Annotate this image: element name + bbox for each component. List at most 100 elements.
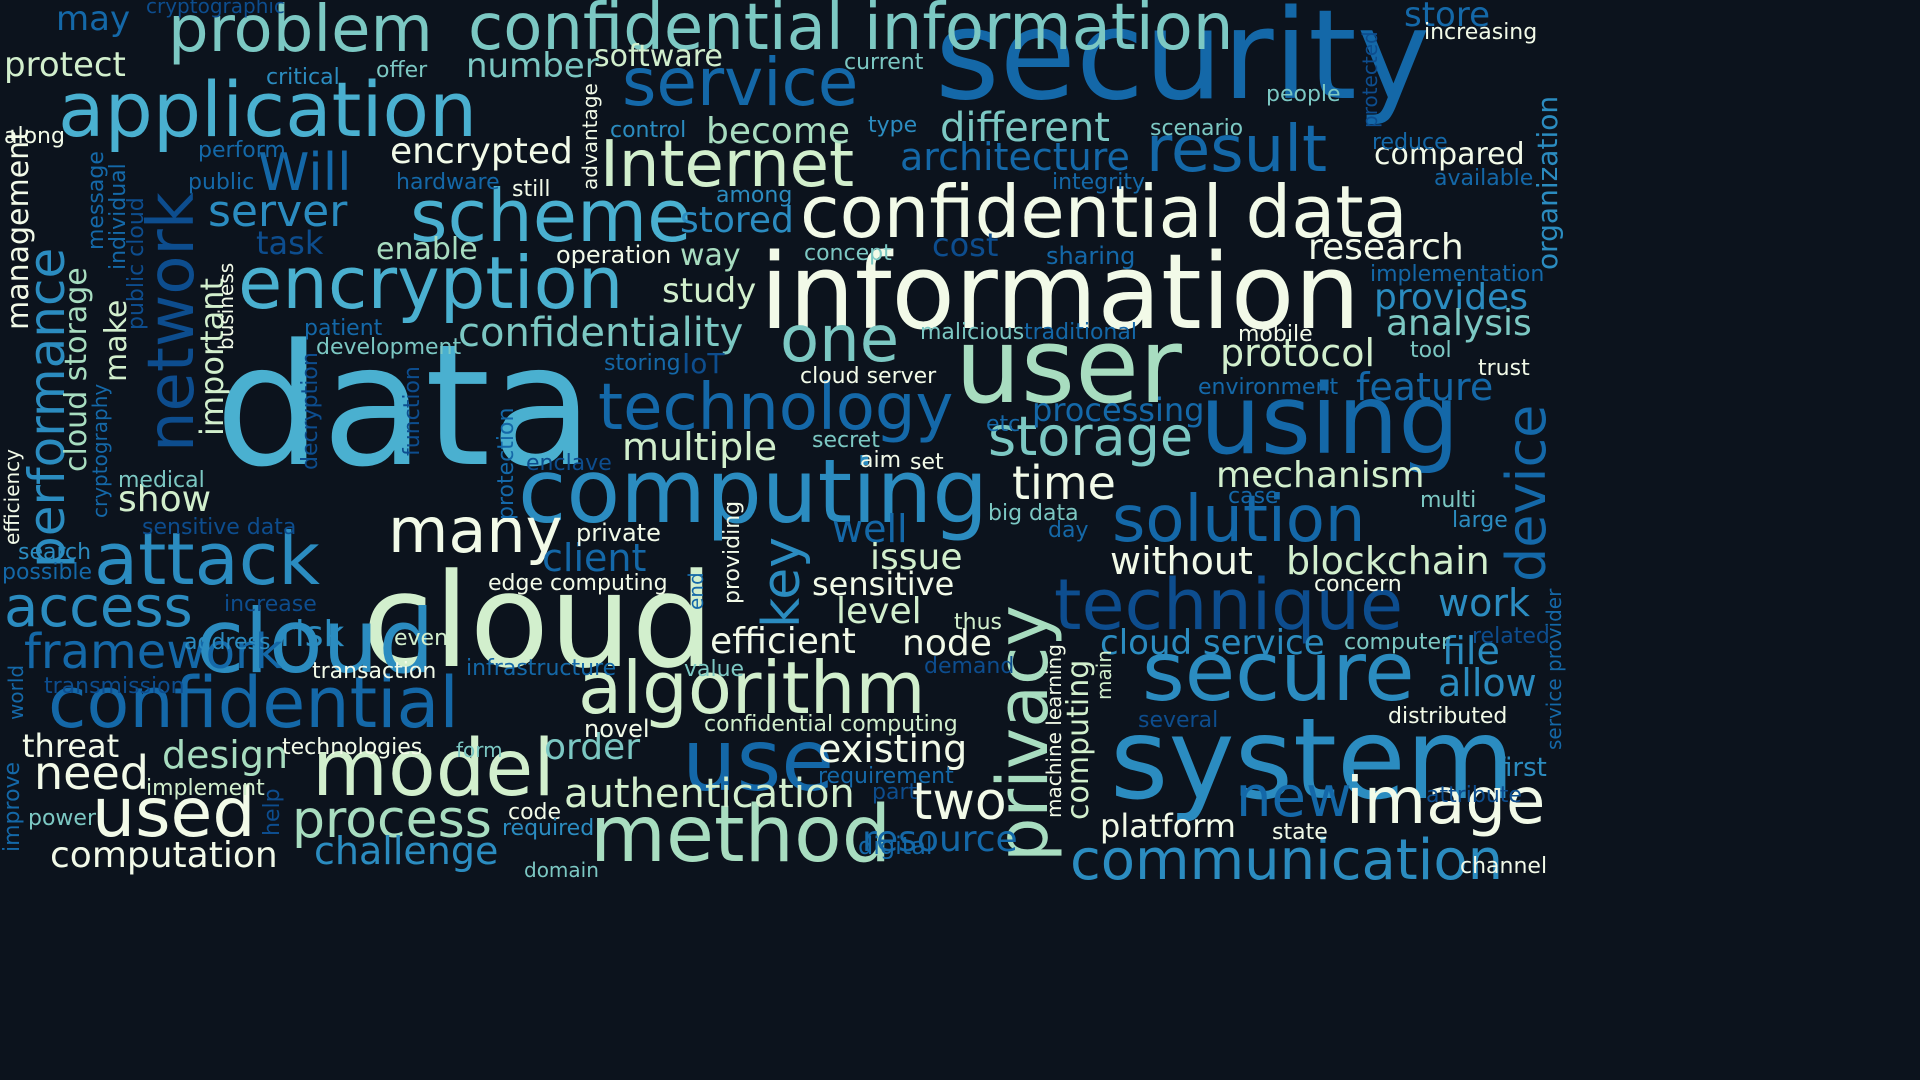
- word-cost: cost: [932, 226, 999, 264]
- word-image: image: [1346, 765, 1546, 839]
- word-perform: perform: [198, 138, 286, 163]
- word-become: become: [706, 111, 851, 152]
- word-algorithm: algorithm: [578, 646, 926, 730]
- word-world: world: [4, 664, 28, 720]
- word-increase: increase: [224, 592, 317, 617]
- word-several: several: [1138, 708, 1219, 733]
- word-available: available: [1434, 166, 1534, 191]
- word-public: public: [188, 170, 255, 195]
- word-day: day: [1048, 518, 1089, 543]
- word-used: used: [92, 774, 256, 853]
- word-secure: secure: [1142, 625, 1415, 720]
- word-concept: concept: [804, 241, 892, 266]
- word-two: two: [912, 772, 1007, 832]
- word-store: store: [1404, 0, 1490, 35]
- word-file: file: [1442, 629, 1500, 673]
- word-function: function: [400, 366, 425, 456]
- word-case: case: [1228, 484, 1279, 509]
- word-etc: etc: [986, 412, 1021, 437]
- word-sensitive-data: sensitive data: [142, 515, 297, 540]
- word-digital: digital: [858, 832, 933, 860]
- word-task: task: [256, 224, 324, 262]
- word-efficiency: efficiency: [0, 448, 24, 545]
- word-attribute: attribute: [1426, 783, 1522, 808]
- word-process: process: [292, 790, 492, 850]
- word-confidential: confidential: [48, 662, 459, 744]
- word-aim: aim: [860, 448, 902, 473]
- word-feature: feature: [1356, 365, 1494, 409]
- word-domain: domain: [524, 858, 599, 882]
- word-machine-learning: machine learning: [1042, 644, 1066, 818]
- word-mechanism: mechanism: [1216, 455, 1425, 496]
- word-architecture: architecture: [900, 135, 1130, 179]
- word-control: control: [610, 118, 687, 143]
- word-development: development: [316, 335, 462, 360]
- word-enclave: enclave: [526, 451, 612, 476]
- word-cryptography: cryptography: [88, 383, 112, 518]
- word-big-data: big data: [988, 501, 1079, 526]
- word-along: along: [4, 124, 65, 149]
- word-still: still: [512, 177, 551, 202]
- word-application: application: [58, 65, 478, 154]
- word-possible: possible: [2, 560, 93, 585]
- word-many: many: [388, 494, 563, 567]
- word-address: address: [184, 630, 271, 655]
- word-challenge: challenge: [314, 829, 499, 873]
- word-business: business: [214, 262, 238, 350]
- word-order: order: [544, 727, 640, 768]
- word-design: design: [162, 733, 289, 777]
- word-patient: patient: [304, 316, 383, 341]
- word-organization: organization: [1531, 95, 1564, 270]
- word-platform: platform: [1100, 807, 1236, 845]
- word-current: current: [844, 50, 924, 75]
- word-transaction: transaction: [312, 659, 437, 684]
- word-increasing: increasing: [1424, 20, 1538, 45]
- word-form: form: [456, 738, 503, 762]
- word-set: set: [910, 450, 944, 475]
- word-allow: allow: [1438, 661, 1537, 705]
- word-type: type: [868, 113, 918, 138]
- word-protected: protected: [1358, 31, 1382, 128]
- word-iot: IoT: [682, 347, 725, 380]
- word-internet: Internet: [600, 128, 855, 202]
- word-encrypted: encrypted: [390, 131, 573, 172]
- word-decryption: decryption: [298, 352, 323, 470]
- word-data: data: [215, 308, 594, 504]
- word-concern: concern: [1314, 572, 1402, 597]
- word-reduce: reduce: [1372, 130, 1448, 155]
- word-work: work: [1438, 581, 1530, 625]
- word-result: result: [1146, 113, 1328, 187]
- word-medical: medical: [118, 468, 205, 493]
- word-threat: threat: [22, 727, 120, 765]
- word-well: well: [832, 507, 908, 551]
- word-infrastructure: infrastructure: [466, 656, 617, 681]
- word-requirement: requirement: [818, 764, 954, 789]
- word-time: time: [1012, 456, 1116, 510]
- word-management: management: [1, 129, 36, 330]
- word-cloud-server: cloud server: [800, 364, 937, 389]
- word-server: server: [208, 186, 348, 237]
- word-scenario: scenario: [1150, 116, 1244, 141]
- word-system: system: [1110, 695, 1515, 825]
- word-large: large: [1452, 508, 1508, 533]
- word-sharing: sharing: [1046, 242, 1136, 270]
- word-node: node: [902, 623, 992, 664]
- word-offer: offer: [376, 58, 428, 83]
- word-need: need: [34, 746, 149, 800]
- word-distributed: distributed: [1388, 704, 1508, 729]
- word-code: code: [508, 800, 562, 825]
- word-access: access: [4, 575, 193, 640]
- word-storage: storage: [988, 405, 1194, 468]
- word-cloud-service: cloud service: [1100, 623, 1325, 663]
- word-way: way: [680, 238, 741, 273]
- word-malicious: malicious: [920, 320, 1025, 345]
- word-blockchain: blockchain: [1286, 539, 1490, 583]
- word-service: service: [622, 44, 859, 121]
- word-key: key: [752, 536, 812, 628]
- word-implement: implement: [146, 776, 265, 801]
- word-problem: problem: [168, 0, 433, 67]
- word-tool: tool: [1410, 338, 1452, 363]
- word-message: message: [84, 151, 109, 250]
- word-confidentiality: confidentiality: [458, 310, 744, 356]
